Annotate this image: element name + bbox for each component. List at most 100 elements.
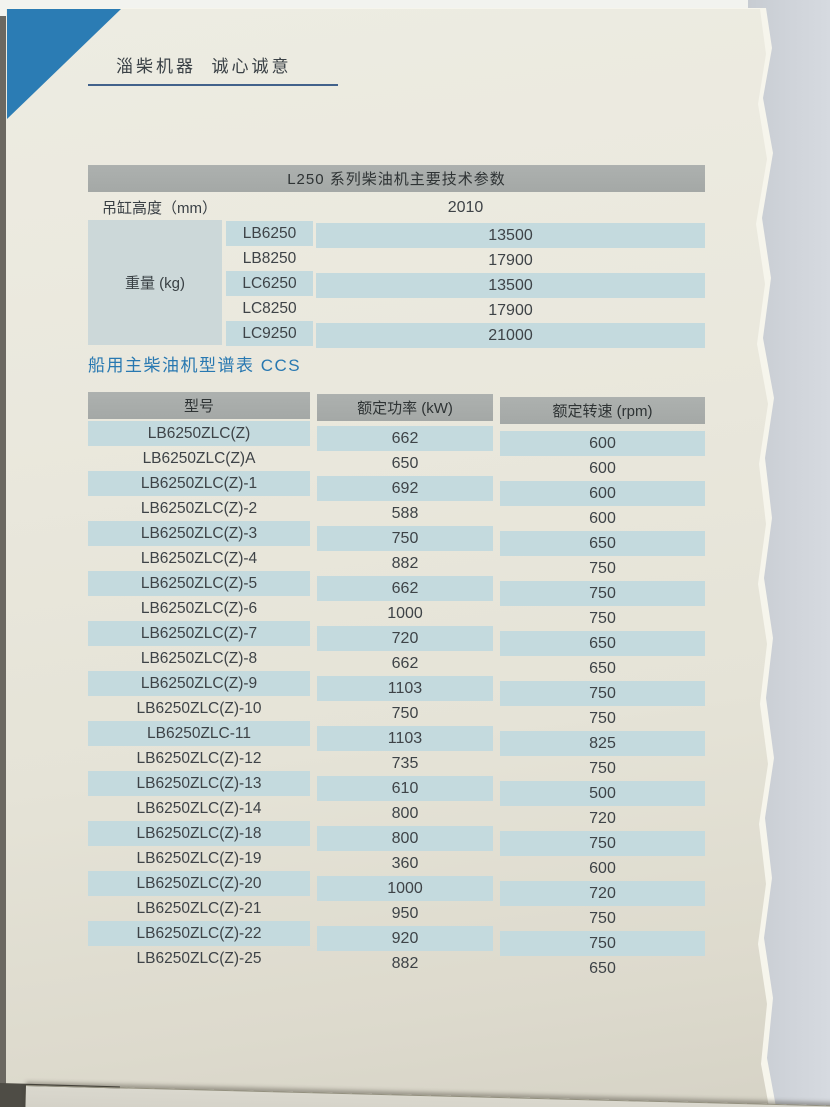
rated-power: 800 <box>391 804 419 822</box>
table-row: LB6250ZLC(Z)-12 735 750 <box>88 746 705 777</box>
table-row: LB6250ZLC(Z)-4 882 750 <box>88 546 705 577</box>
rated-power: 750 <box>391 704 419 722</box>
rated-power: 950 <box>391 904 419 922</box>
engine-weight: 21000 <box>316 323 705 348</box>
table-row: LB6250ZLC(Z)-9 1103 750 <box>88 671 705 706</box>
hoist-height-row: 吊缸高度（mm） 2010 <box>88 194 705 220</box>
rated-speed: 750 <box>589 709 616 727</box>
rated-power: 692 <box>317 476 493 501</box>
rated-speed: 650 <box>589 659 616 677</box>
table-row: LB6250ZLC(Z)-13 610 500 <box>88 771 705 806</box>
rated-speed: 720 <box>500 881 705 906</box>
engine-model: LB6250ZLC(Z)-9 <box>88 671 310 696</box>
engine-model: LB6250ZLC(Z)-3 <box>88 521 310 546</box>
engine-model: LB6250ZLC(Z)-18 <box>88 821 310 846</box>
rated-power: 610 <box>317 776 493 801</box>
weight-section: 重量 (kg) LB6250 13500 LB8250 17900 <box>88 220 705 348</box>
rated-speed: 600 <box>589 459 616 477</box>
rated-power: 750 <box>317 526 493 551</box>
rated-speed: 750 <box>500 831 705 856</box>
rated-power: 588 <box>391 504 419 522</box>
table-row: LC6250 13500 <box>222 270 705 298</box>
table-row: LB6250ZLC(Z)-3 750 650 <box>88 521 705 556</box>
rated-power: 360 <box>391 854 419 872</box>
table-row: LB6250ZLC(Z)-19 360 600 <box>88 846 705 877</box>
table-row: LB6250ZLC(Z)-20 1000 720 <box>88 871 705 906</box>
rated-speed: 650 <box>500 531 705 556</box>
ccs-table: 型号 额定功率 (kW) 额定转速 (rpm) LB6250ZLC(Z) 662… <box>88 392 705 977</box>
engine-model: LB6250ZLC(Z)-7 <box>88 621 310 646</box>
engine-model: LB6250ZLC(Z)-2 <box>140 499 258 517</box>
rated-speed: 825 <box>500 731 705 756</box>
catalog-page: 淄柴机器 诚心诚意 L250 系列柴油机主要技术参数 吊缸高度（mm） 2010… <box>6 9 769 1107</box>
table-row: LC8250 17900 <box>222 295 705 320</box>
engine-model: LB6250ZLC(Z)-25 <box>136 949 262 967</box>
rated-power: 720 <box>317 626 493 651</box>
engine-weight: 17900 <box>488 301 533 319</box>
engine-model: LC6250 <box>226 271 313 296</box>
table-row: LB6250ZLC(Z)-22 920 750 <box>88 921 705 956</box>
table-row: LB6250ZLC(Z)-10 750 750 <box>88 696 705 727</box>
table-row: LB6250ZLC(Z)-18 800 750 <box>88 821 705 856</box>
weight-rows: LB6250 13500 LB8250 17900 LC6250 13500 <box>222 220 705 348</box>
rated-power: 882 <box>391 554 419 572</box>
engine-model: LB6250ZLC(Z)-19 <box>136 849 262 867</box>
rated-speed: 750 <box>500 581 705 606</box>
column-header-power: 额定功率 (kW) <box>317 394 493 421</box>
rated-speed: 650 <box>589 959 616 977</box>
ccs-section-title: 船用主柴油机型谱表 CCS <box>88 356 302 375</box>
table-row: LB6250ZLC(Z)A 650 600 <box>88 446 705 477</box>
engine-model: LB6250ZLC(Z)-12 <box>136 749 262 767</box>
ccs-table-rows: LB6250ZLC(Z) 662 600 LB6250ZLC(Z)A 650 6… <box>88 421 705 977</box>
rated-speed: 600 <box>500 481 705 506</box>
table-row: LB6250ZLC(Z)-14 800 720 <box>88 796 705 827</box>
hoist-height-label: 吊缸高度（mm） <box>102 199 217 217</box>
engine-model: LB6250ZLC(Z)-10 <box>136 699 262 717</box>
rated-speed: 750 <box>589 909 616 927</box>
table-row: LB6250ZLC(Z)-6 1000 750 <box>88 596 705 627</box>
weight-label: 重量 (kg) <box>88 220 222 345</box>
rated-power: 882 <box>391 954 419 972</box>
column-header-model: 型号 <box>88 392 310 419</box>
table-row: LB6250ZLC(Z)-8 662 650 <box>88 646 705 677</box>
rated-speed: 600 <box>589 509 616 527</box>
rated-speed: 750 <box>589 559 616 577</box>
rated-speed: 600 <box>500 431 705 456</box>
table-row: LB6250ZLC(Z)-25 882 650 <box>88 946 705 977</box>
table-row: LB6250ZLC(Z)-21 950 750 <box>88 896 705 927</box>
params-table: L250 系列柴油机主要技术参数 吊缸高度（mm） 2010 重量 (kg) L… <box>88 165 705 348</box>
rated-speed: 500 <box>500 781 705 806</box>
engine-model: LC9250 <box>226 321 313 346</box>
engine-weight: 13500 <box>316 223 705 248</box>
rated-power: 735 <box>391 754 419 772</box>
rated-power: 662 <box>391 654 419 672</box>
table-row: LB8250 17900 <box>222 245 705 270</box>
engine-model: LB6250ZLC(Z)-20 <box>88 871 310 896</box>
rated-power: 662 <box>317 576 493 601</box>
engine-weight: 13500 <box>316 273 705 298</box>
rated-power: 800 <box>317 826 493 851</box>
corner-triangle-decoration <box>7 9 121 119</box>
engine-model: LB6250ZLC(Z)-5 <box>88 571 310 596</box>
engine-model: LB6250ZLC(Z)-13 <box>88 771 310 796</box>
engine-model: LB6250ZLC(Z)A <box>142 449 256 467</box>
ccs-table-header: 型号 额定功率 (kW) 额定转速 (rpm) <box>88 392 705 424</box>
hoist-height-value: 2010 <box>447 199 484 216</box>
rated-speed: 750 <box>589 759 616 777</box>
rated-power: 650 <box>391 454 419 472</box>
params-table-title: L250 系列柴油机主要技术参数 <box>88 165 705 192</box>
brand-header: 淄柴机器 诚心诚意 <box>116 57 292 76</box>
engine-model: LB6250ZLC(Z)-1 <box>88 471 310 496</box>
engine-weight: 17900 <box>488 251 533 269</box>
rated-speed: 650 <box>500 631 705 656</box>
table-row: LC9250 21000 <box>222 320 705 348</box>
engine-model: LB6250ZLC(Z) <box>88 421 310 446</box>
table-row: LB6250ZLC(Z)-7 720 650 <box>88 621 705 656</box>
engine-model: LB6250ZLC-11 <box>88 721 310 746</box>
engine-model: LC8250 <box>242 299 297 317</box>
rated-power: 1000 <box>387 604 423 622</box>
column-header-speed: 额定转速 (rpm) <box>500 397 705 424</box>
rated-power: 1000 <box>317 876 493 901</box>
rated-speed: 750 <box>500 681 705 706</box>
